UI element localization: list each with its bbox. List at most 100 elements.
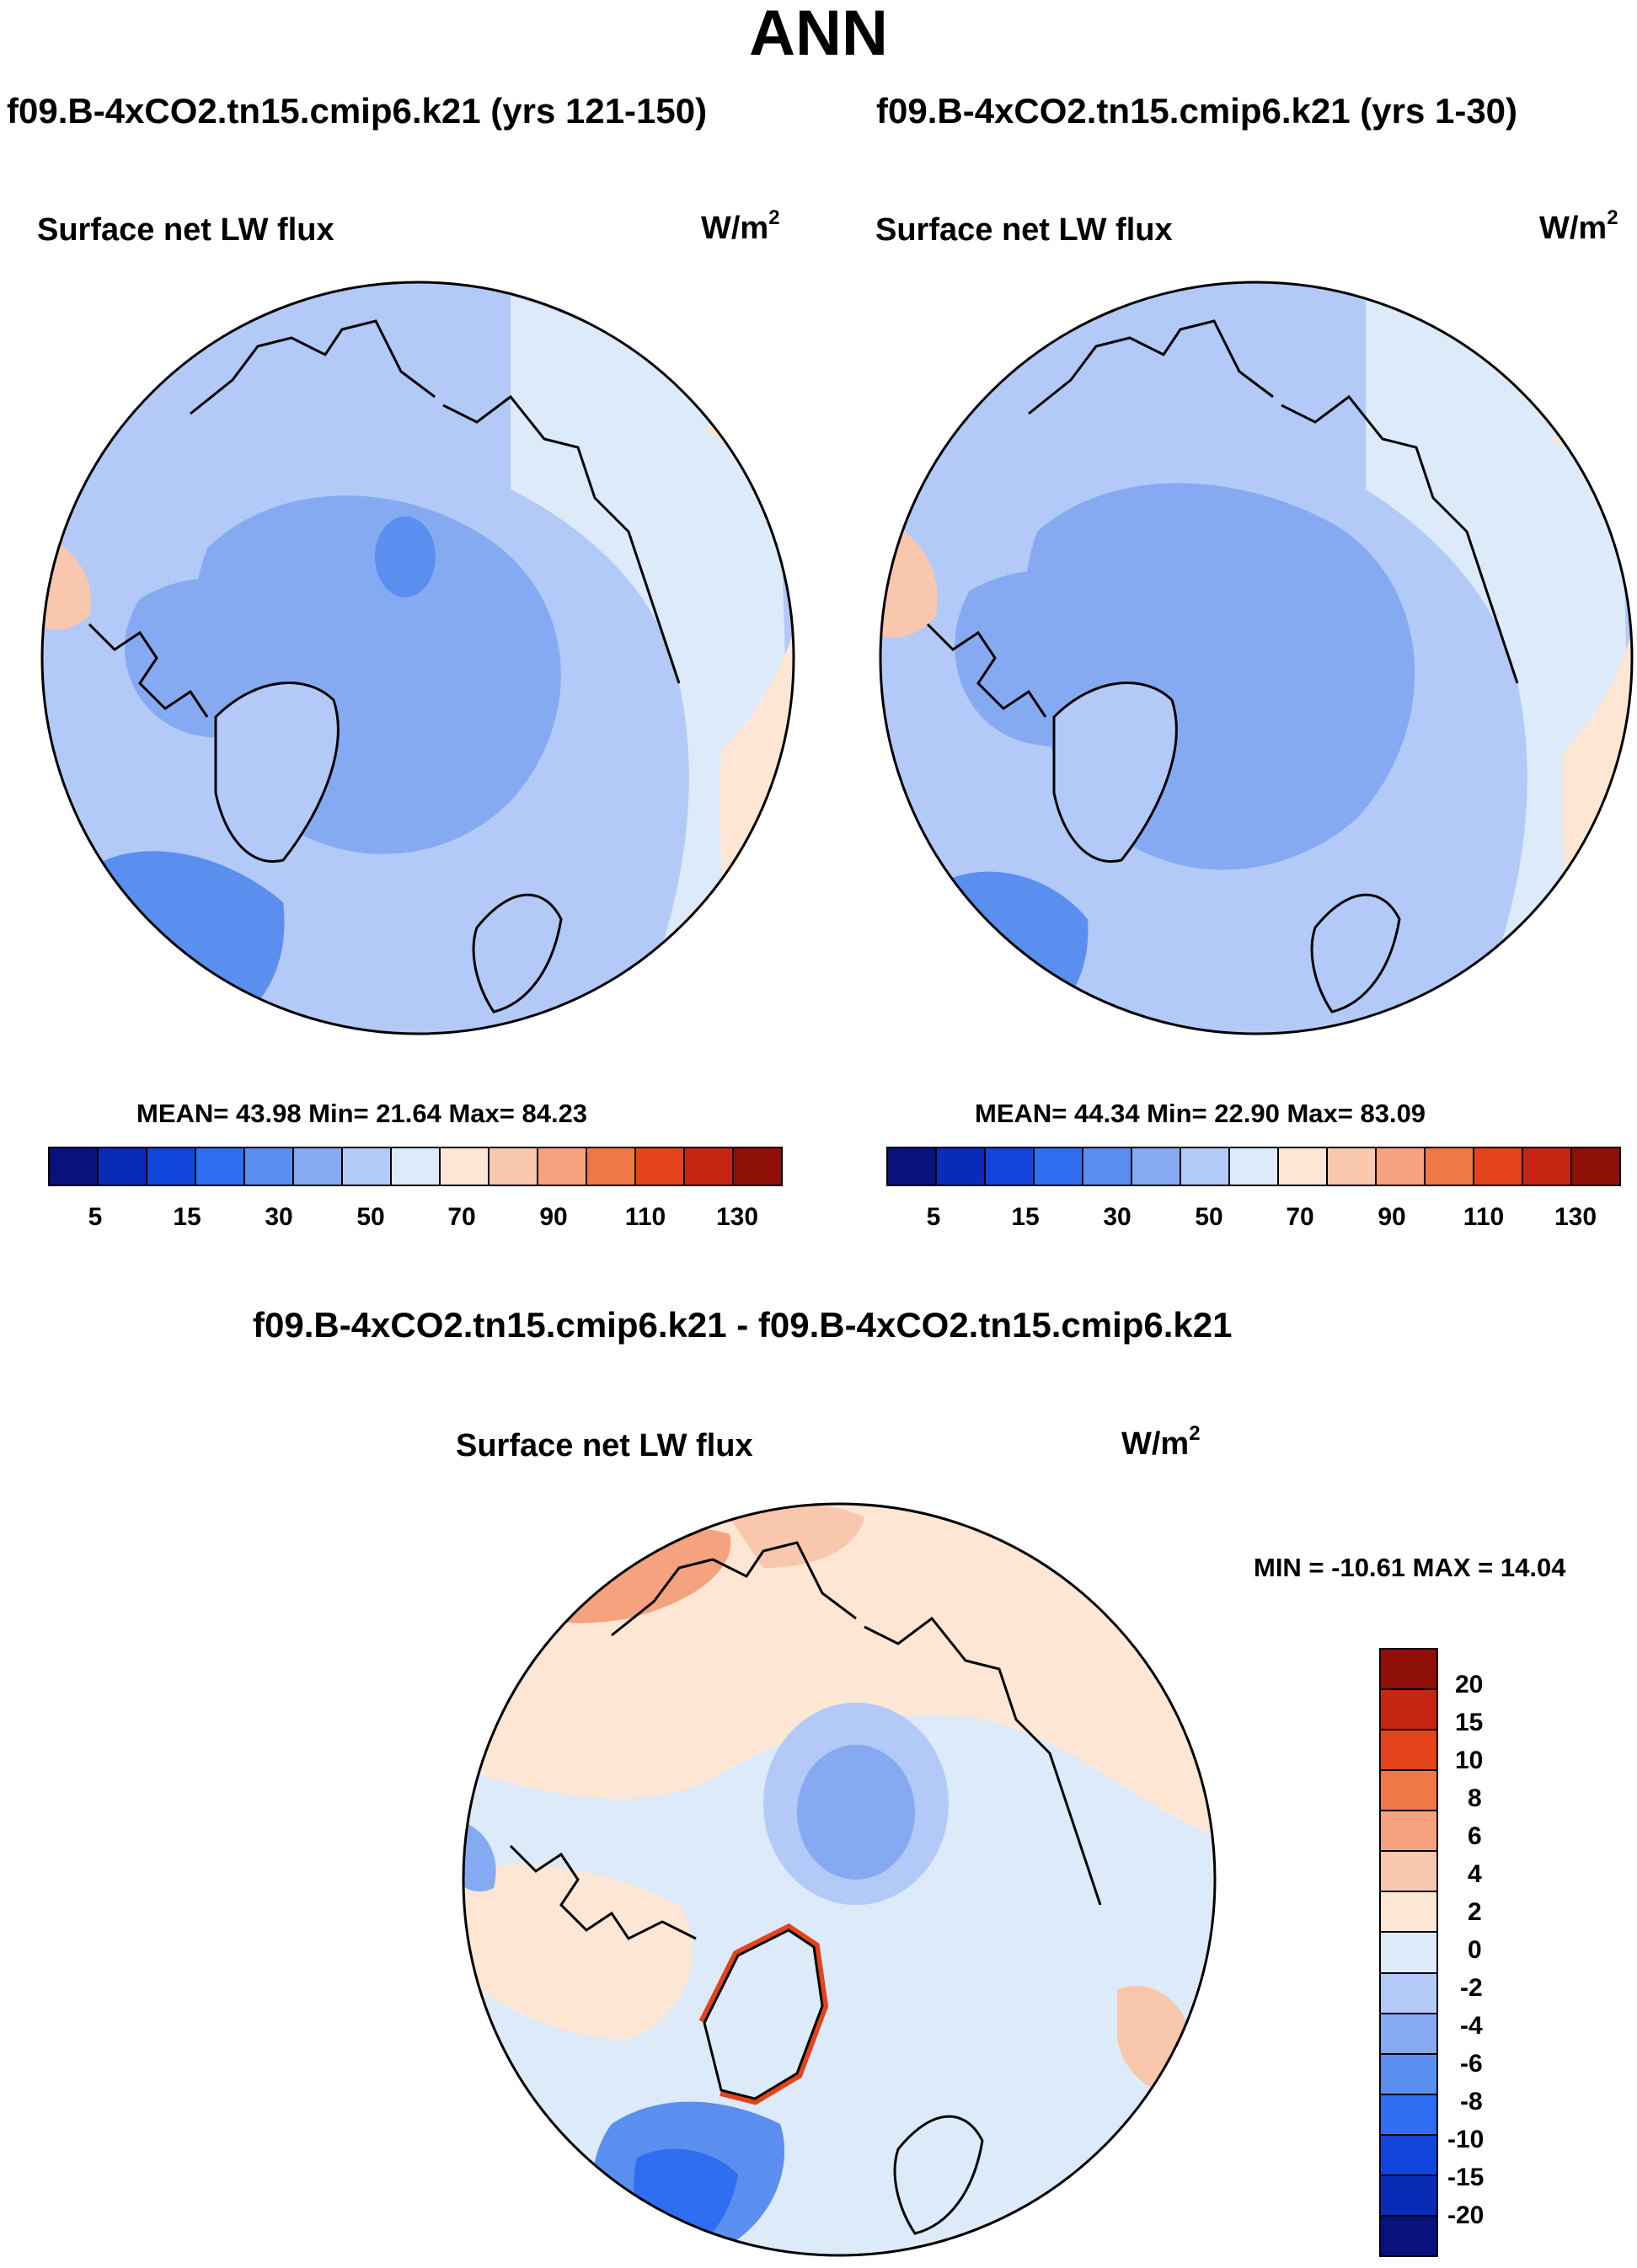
cbar1-box (196, 1148, 245, 1185)
panel1-coastline-north (190, 319, 436, 415)
cbar2-box (1474, 1148, 1523, 1185)
cbar1-tick-label: 30 (265, 1203, 293, 1231)
diff-polar-map (462, 1502, 1217, 2257)
cbar2-box (1279, 1148, 1328, 1185)
diff-coastline-west (509, 1844, 697, 1940)
diff-map-border (462, 1502, 1217, 2257)
main-title: ANN (749, 0, 888, 69)
cbar2-box (1083, 1148, 1132, 1185)
panel2-units-label: W/m2 (1539, 206, 1618, 246)
panel1-variable-label: Surface net LW flux (37, 212, 334, 248)
cbar2-box (1523, 1148, 1572, 1185)
diff-units-label: W/m2 (1121, 1422, 1201, 1462)
panel1-scandinavia (472, 893, 563, 1014)
dcbar-box (1381, 1973, 1436, 2014)
dcbar-tick-label: 2 (1468, 1898, 1482, 1926)
panel2-field-30-40-south (880, 871, 1089, 1034)
dcbar-tick-label: -6 (1460, 2050, 1483, 2078)
dcbar-tick-label: -20 (1447, 2201, 1485, 2229)
cbar2-box (1426, 1148, 1474, 1185)
cbar2-box (1572, 1148, 1619, 1185)
dcbar-tick-label: -8 (1460, 2088, 1483, 2116)
dcbar-tick-label: 20 (1455, 1671, 1484, 1698)
dcbar-box (1381, 1933, 1436, 1974)
diff-case-title: f09.B-4xCO2.tn15.cmip6.k21 - f09.B-4xCO2… (253, 1305, 1233, 1345)
dcbar-box (1381, 2135, 1436, 2176)
cbar1-tick-label: 70 (447, 1203, 476, 1231)
cbar1-box (392, 1148, 441, 1185)
cbar1-box (441, 1148, 489, 1185)
diff-scandinavia (893, 2115, 984, 2235)
dcbar-tick-label: -4 (1460, 2012, 1483, 2040)
dcbar-box (1381, 1811, 1436, 1853)
diff-field-2-4-west (463, 1864, 693, 2040)
diff-colorbar (1379, 1648, 1438, 2257)
cbar1-box (50, 1148, 99, 1185)
dcbar-box (1381, 1852, 1436, 1893)
cbar2-tick-label: 130 (1554, 1203, 1597, 1231)
cbar2-tick-label: 15 (1011, 1203, 1040, 1231)
panel1-stats: MEAN= 43.98 Min= 21.64 Max= 84.23 (136, 1099, 588, 1128)
cbar1-box (734, 1148, 781, 1185)
dcbar-tick-label: -15 (1447, 2164, 1485, 2191)
cbar1-tick-label: 5 (88, 1203, 103, 1231)
panel2-scandinavia (1310, 893, 1401, 1014)
dcbar-tick-label: 8 (1468, 1784, 1482, 1812)
panel1-colorbar (48, 1147, 783, 1186)
dcbar-box (1381, 1650, 1436, 1691)
dcbar-tick-label: 4 (1468, 1860, 1482, 1888)
cbar2-tick-label: 110 (1463, 1203, 1505, 1231)
cbar2-box (986, 1148, 1035, 1185)
dcbar-box (1381, 1730, 1436, 1772)
panel2-variable-label: Surface net LW flux (875, 212, 1173, 248)
diff-field-minus6-arctic-core (797, 1745, 915, 1880)
panel2-greenland (1052, 682, 1178, 863)
diff-variable-label: Surface net LW flux (456, 1428, 753, 1463)
cbar2-box (1377, 1148, 1426, 1185)
diff-coastline-east (864, 1616, 1102, 1906)
panel1-coastline-west (88, 623, 209, 718)
cbar1-box (245, 1148, 294, 1185)
panel1-coastline-east (442, 394, 681, 684)
dcbar-box (1381, 1690, 1436, 1731)
diff-field-minus4-west (463, 1821, 496, 1892)
panel1-units-label: W/m2 (701, 206, 780, 246)
cbar1-box (343, 1148, 392, 1185)
cbar1-tick-label: 110 (624, 1203, 666, 1231)
cbar1-box (587, 1148, 636, 1185)
cbar2-tick-label: 5 (926, 1203, 941, 1231)
panel1-case-title: f09.B-4xCO2.tn15.cmip6.k21 (yrs 121-150) (7, 91, 708, 131)
cbar2-tick-label: 70 (1286, 1203, 1314, 1231)
diff-coastline-north (611, 1541, 857, 1637)
cbar1-tick-label: 50 (356, 1203, 385, 1231)
panel1-map-border (40, 281, 795, 1035)
dcbar-box (1381, 1771, 1436, 1812)
diff-greenland (703, 1928, 824, 2100)
cbar1-box (147, 1148, 196, 1185)
cbar2-box (888, 1148, 937, 1185)
panel2-coastline-north (1028, 319, 1274, 415)
dcbar-tick-label: 6 (1468, 1822, 1482, 1850)
cbar1-box (294, 1148, 343, 1185)
cbar2-box (1132, 1148, 1181, 1185)
cbar2-box (1230, 1148, 1279, 1185)
cbar2-box (1035, 1148, 1083, 1185)
diff-stats: MIN = -10.61 MAX = 14.04 (1254, 1553, 1566, 1582)
cbar1-box (489, 1148, 538, 1185)
dcbar-box (1381, 2054, 1436, 2095)
cbar2-tick-label: 30 (1103, 1203, 1131, 1231)
cbar1-tick-label: 15 (173, 1203, 201, 1231)
dcbar-tick-label: 15 (1455, 1709, 1484, 1736)
panel2-map-border (879, 281, 1634, 1035)
panel2-case-title: f09.B-4xCO2.tn15.cmip6.k21 (yrs 1-30) (876, 91, 1518, 131)
dcbar-box (1381, 2094, 1436, 2136)
cbar1-box (538, 1148, 587, 1185)
cbar1-box (99, 1148, 147, 1185)
cbar1-tick-label: 90 (539, 1203, 568, 1231)
dcbar-tick-label: 10 (1455, 1746, 1484, 1774)
cbar1-tick-label: 130 (715, 1203, 759, 1231)
panel1-field-30-40-blob (375, 516, 436, 597)
cbar2-box (1328, 1148, 1377, 1185)
cbar2-box (1181, 1148, 1230, 1185)
cbar2-box (937, 1148, 986, 1185)
